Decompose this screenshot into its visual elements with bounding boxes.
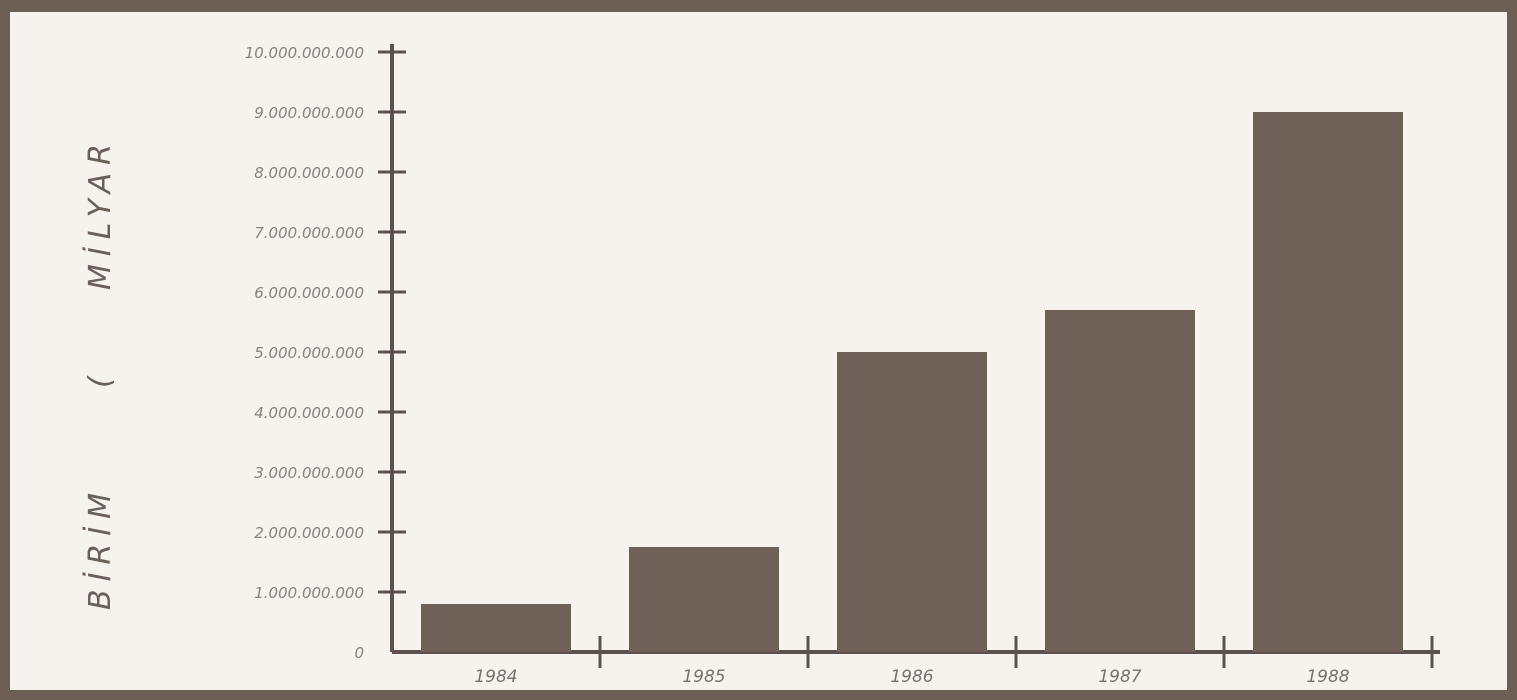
bar (421, 604, 571, 652)
x-tick-label: 1985 (682, 667, 725, 687)
y-tick-label: 3.000.000.000 (254, 464, 364, 482)
bar (1253, 112, 1403, 652)
x-ticks: 1984 1985 1986 1987 1988 (474, 636, 1434, 687)
y-axis-label: BİRİM ( MİLYAR (82, 136, 118, 610)
y-tick-label: 4.000.000.000 (254, 404, 364, 422)
y-tick-label: 5.000.000.000 (254, 344, 364, 362)
bar (837, 352, 987, 652)
y-tick-label: 7.000.000.000 (254, 224, 364, 242)
y-tick-label: 9.000.000.000 (254, 104, 364, 122)
y-ticks: 0 1.000.000.000 2.000.000.000 3.000.000.000… (245, 44, 406, 662)
y-tick-label: 1.000.000.000 (254, 584, 364, 602)
bar (629, 547, 779, 652)
y-axis-label-part-2: ( (83, 368, 118, 388)
y-tick-label: 0 (354, 644, 364, 662)
y-tick-label: 10.000.000.000 (245, 44, 364, 62)
y-tick-label: 6.000.000.000 (254, 284, 364, 302)
x-tick-label: 1986 (890, 667, 933, 687)
x-tick-label: 1984 (474, 667, 517, 687)
y-tick-label: 2.000.000.000 (254, 524, 364, 542)
x-tick-label: 1987 (1098, 667, 1141, 687)
bar (1045, 310, 1195, 652)
y-axis-label-part-1: BİRİM (82, 485, 118, 610)
x-tick-label: 1988 (1306, 667, 1349, 687)
y-tick-label: 8.000.000.000 (254, 164, 364, 182)
bars (421, 112, 1403, 652)
y-axis-label-part-3: MİLYAR (82, 136, 118, 290)
